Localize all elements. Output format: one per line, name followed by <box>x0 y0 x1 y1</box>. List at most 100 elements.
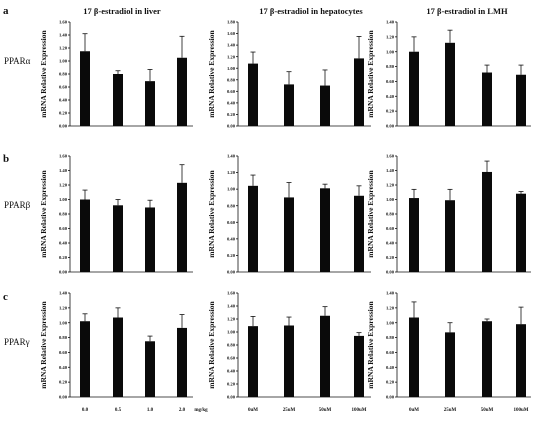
panel-3-1: mRNA Relative Expression 0.00 0.20 0.40 0.60… <box>39 291 193 413</box>
y-tick-label: 1.60 <box>227 291 236 296</box>
y-tick-label: 0.20 <box>227 382 236 387</box>
column-title-hepatocytes: 17 β-estradiol in hepatocytes <box>259 6 363 16</box>
panel-1-2: mRNA Relative Expression 0.00 0.20 0.40 0.60… <box>207 20 371 129</box>
x-tick-label: 1.0 <box>147 408 154 413</box>
y-tick-label: 1.20 <box>227 317 236 322</box>
y-tick-label: 1.20 <box>386 183 395 188</box>
y-tick-label: 1.60 <box>227 31 236 36</box>
y-tick-label: 0.00 <box>59 395 68 400</box>
bar <box>80 51 90 126</box>
y-axis-label: mRNA Relative Expression <box>207 300 216 388</box>
y-tick-label: 1.60 <box>59 20 68 25</box>
panel-1-3: mRNA Relative Expression 0.00 0.20 0.40 0.60… <box>366 20 531 129</box>
y-tick-label: 1.40 <box>227 304 236 309</box>
y-tick-label: 1.00 <box>59 197 68 202</box>
y-tick-label: 0.80 <box>227 343 236 348</box>
bar <box>320 85 330 126</box>
y-axis-label: mRNA Relative Expression <box>366 300 375 388</box>
y-tick-label: 0.40 <box>386 94 395 99</box>
y-tick-label: 0.20 <box>386 109 395 114</box>
y-axis-label: mRNA Relative Expression <box>366 29 375 117</box>
bar <box>248 185 258 272</box>
y-tick-label: 1.60 <box>386 154 395 159</box>
x-tick-label: 0.0 <box>82 408 89 413</box>
panels: mRNA Relative Expression 0.00 0.20 0.40 0.60… <box>39 20 531 413</box>
y-tick-label: 0.60 <box>227 220 236 225</box>
row-letter-a: a <box>3 5 9 17</box>
y-tick-label: 0.40 <box>227 236 236 241</box>
panel-3-2: mRNA Relative Expression 0.00 0.20 0.40 0.60… <box>207 291 371 413</box>
bar <box>145 81 155 126</box>
y-tick-label: 0.80 <box>386 335 395 340</box>
y-tick-label: 1.00 <box>227 66 236 71</box>
x-tick-label: 0uM <box>248 408 258 413</box>
y-tick-label: 1.00 <box>227 330 236 335</box>
bar <box>409 198 419 272</box>
panel-2-2: mRNA Relative Expression 0.00 0.20 0.40 0.60… <box>207 154 371 275</box>
bar <box>445 200 455 272</box>
y-tick-label: 0.60 <box>59 226 68 231</box>
bar <box>145 341 155 397</box>
y-tick-label: 0.40 <box>386 241 395 246</box>
y-tick-label: 1.00 <box>59 320 68 325</box>
y-tick-label: 0.20 <box>59 380 68 385</box>
y-tick-label: 0.00 <box>59 124 68 129</box>
bar <box>248 63 258 126</box>
y-tick-label: 0.60 <box>59 350 68 355</box>
y-tick-label: 0.00 <box>227 124 236 129</box>
x-tick-label: 100uM <box>352 408 367 413</box>
bar <box>516 193 526 272</box>
y-tick-label: 0.60 <box>386 79 395 84</box>
row-gene-ppar-gamma: PPARγ <box>4 337 30 347</box>
y-tick-label: 0.80 <box>386 64 395 69</box>
y-tick-label: 1.40 <box>386 291 395 296</box>
y-tick-label: 0.80 <box>59 335 68 340</box>
bar <box>320 315 330 397</box>
y-tick-label: 1.20 <box>59 46 68 51</box>
y-axis-label: mRNA Relative Expression <box>39 29 48 117</box>
y-tick-label: 0.80 <box>59 72 68 77</box>
y-tick-label: 0.60 <box>59 85 68 90</box>
bar <box>482 321 492 397</box>
column-title-liver: 17 β-estradiol in liver <box>83 6 161 16</box>
bar <box>284 325 294 397</box>
y-tick-label: 1.40 <box>227 43 236 48</box>
bar <box>284 197 294 272</box>
panel-1-1: mRNA Relative Expression 0.00 0.20 0.40 0.60… <box>39 20 193 129</box>
bar <box>320 188 330 272</box>
y-tick-label: 1.00 <box>59 59 68 64</box>
y-tick-label: 1.00 <box>227 187 236 192</box>
bar <box>145 207 155 272</box>
y-tick-label: 1.40 <box>227 154 236 159</box>
y-tick-label: 1.00 <box>386 49 395 54</box>
x-tick-label: 25uM <box>444 408 457 413</box>
y-tick-label: 1.20 <box>59 305 68 310</box>
y-tick-label: 0.00 <box>386 270 395 275</box>
panel-2-3: mRNA Relative Expression 0.00 0.20 0.40 0.60… <box>366 154 531 275</box>
bar <box>445 332 455 397</box>
y-tick-label: 1.20 <box>386 34 395 39</box>
y-tick-label: 1.20 <box>59 183 68 188</box>
panel-2-1: mRNA Relative Expression 0.00 0.20 0.40 0.60… <box>39 154 193 275</box>
y-axis-label: mRNA Relative Expression <box>39 169 48 257</box>
x-tick-label: 0uM <box>409 408 419 413</box>
y-tick-label: 0.40 <box>227 369 236 374</box>
y-tick-label: 0.00 <box>227 270 236 275</box>
y-tick-label: 0.80 <box>227 77 236 82</box>
y-axis-label: mRNA Relative Expression <box>366 169 375 257</box>
bar <box>354 335 364 397</box>
bar <box>409 51 419 126</box>
bar <box>516 74 526 126</box>
y-tick-label: 0.40 <box>386 365 395 370</box>
bar <box>80 199 90 272</box>
bar <box>113 74 123 126</box>
y-tick-label: 1.40 <box>59 33 68 38</box>
y-tick-label: 0.40 <box>227 100 236 105</box>
y-tick-label: 0.00 <box>227 395 236 400</box>
y-tick-label: 1.80 <box>227 20 236 25</box>
bar <box>354 195 364 272</box>
bar <box>113 317 123 397</box>
y-tick-label: 0.20 <box>59 111 68 116</box>
bar <box>113 205 123 272</box>
